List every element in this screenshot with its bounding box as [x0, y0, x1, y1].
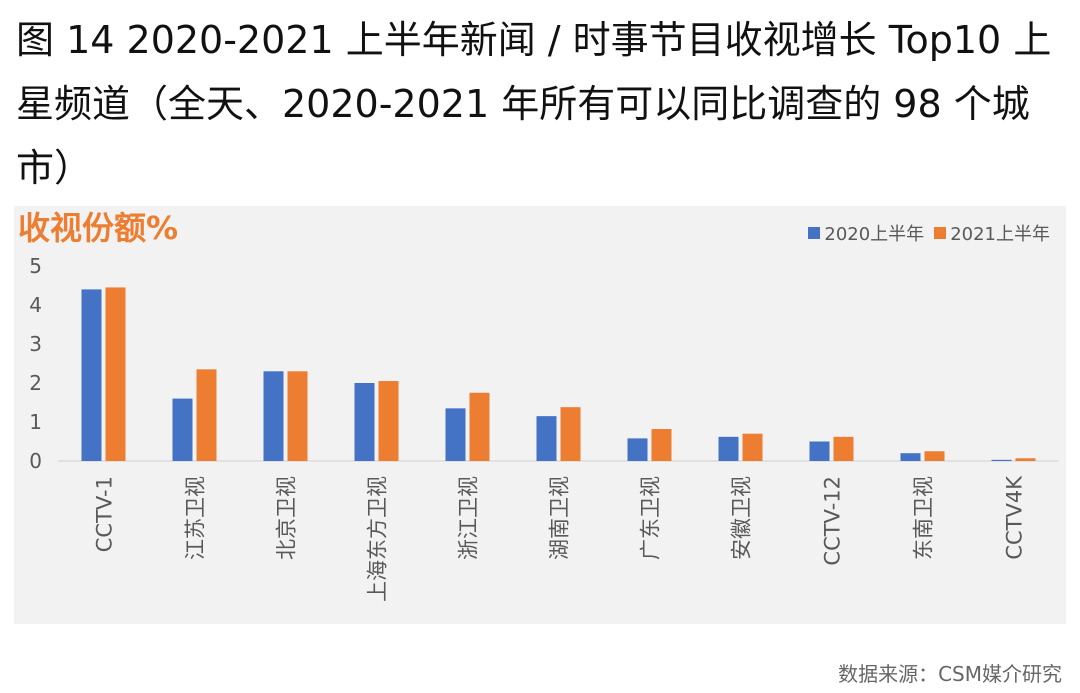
bar-2020-7: [718, 436, 739, 461]
bar-2021-10: [1015, 458, 1036, 461]
bar-2021-5: [560, 407, 581, 461]
y-tick-label: 5: [29, 254, 42, 278]
x-category-label: 上海东方卫视: [366, 476, 390, 602]
bar-2021-3: [378, 381, 399, 461]
bar-chart: 0 1 2 3 4 5 CCTV-1 江苏卫视 北京卫视 上海东方卫视 浙江卫视 湖南卫视 广东卫视 安徽…: [29, 254, 1059, 602]
bar-2020-1: [172, 398, 193, 461]
x-category-label: CCTV-12: [821, 476, 845, 566]
legend-label-2021: 2021上半年: [950, 224, 1050, 245]
legend-label-2020: 2020上半年: [824, 224, 925, 245]
bar-2020-8: [809, 441, 830, 461]
x-category-label: 江苏卫视: [184, 476, 208, 560]
x-category-label: 北京卫视: [275, 476, 299, 560]
bar-2020-4: [445, 408, 466, 461]
x-category-label: 广东卫视: [639, 476, 663, 560]
chart-legend: 2020上半年 2021上半年: [808, 220, 1050, 246]
source-note: 数据来源：CSM媒介研究: [838, 662, 1062, 686]
figure-title: 图 14 2020-2021 上半年新闻 / 时事节目收视增长 Top10 上星…: [16, 18, 1052, 190]
bar-2021-7: [742, 433, 763, 461]
y-axis-unit-label: 收视份额%: [18, 209, 179, 247]
bar-2021-0: [105, 287, 126, 461]
bar-2020-6: [627, 438, 648, 461]
y-tick-label: 1: [29, 410, 42, 434]
legend-swatch-2021: [934, 227, 947, 239]
y-tick-label: 2: [29, 371, 42, 395]
bar-2021-6: [651, 429, 672, 461]
bar-2020-9: [900, 453, 921, 461]
x-category-label: CCTV-1: [93, 476, 117, 552]
bar-2020-10: [991, 459, 1012, 461]
bar-2020-5: [536, 416, 557, 461]
bar-2020-2: [263, 371, 284, 461]
y-tick-label: 4: [29, 293, 42, 317]
x-category-label: 浙江卫视: [457, 476, 481, 560]
bar-2021-4: [469, 392, 490, 461]
bar-2021-2: [287, 371, 308, 461]
bar-2021-1: [196, 369, 217, 461]
y-tick-label: 0: [29, 449, 42, 473]
chart-panel: 收视份额% 2020上半年 2021上半年 0 1 2 3 4 5 CCTV-1 江苏卫视 北京…: [14, 206, 1066, 624]
legend-swatch-2020: [808, 227, 821, 239]
legend-item-2020: 2020上半年: [808, 220, 924, 246]
bar-2021-8: [833, 436, 854, 461]
legend-item-2021: 2021上半年: [934, 220, 1050, 246]
y-tick-label: 3: [29, 332, 42, 356]
bar-2021-9: [924, 451, 945, 461]
bar-2020-0: [81, 289, 102, 461]
x-category-label: 湖南卫视: [548, 476, 572, 560]
bar-2020-3: [354, 383, 375, 461]
x-category-label: 安徽卫视: [730, 476, 754, 560]
x-category-label: CCTV4K: [1003, 475, 1027, 560]
x-category-label: 东南卫视: [912, 476, 936, 560]
